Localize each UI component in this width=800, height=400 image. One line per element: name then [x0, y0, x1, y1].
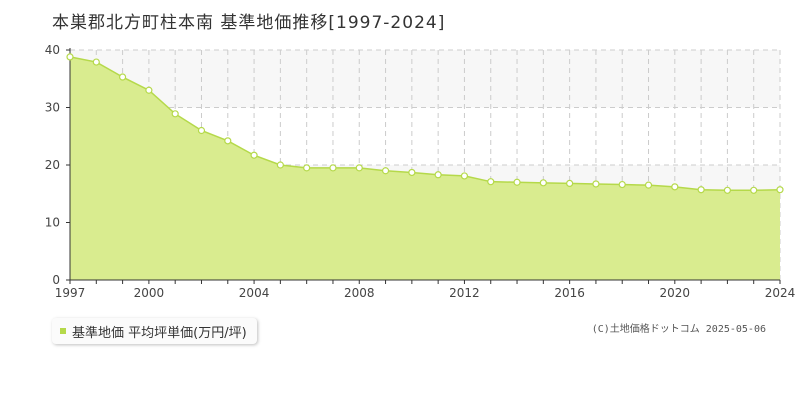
axes: [66, 48, 781, 284]
data-point: [671, 183, 679, 191]
x-tick-label: 2024: [765, 286, 796, 300]
data-point: [66, 53, 74, 61]
data-points: [66, 53, 784, 194]
x-tick-label: 2004: [239, 286, 270, 300]
data-point: [355, 164, 363, 172]
data-point: [697, 186, 705, 194]
data-point: [592, 180, 600, 188]
band: [70, 50, 780, 108]
data-point: [92, 58, 100, 66]
data-point: [118, 73, 127, 81]
y-tick-label: 20: [45, 158, 60, 172]
x-tick-label: 2008: [344, 286, 375, 300]
y-tick-labels: 0 10 20 30 40: [45, 43, 60, 287]
chart-title: 本巣郡北方町柱本南 基準地価推移[1997-2024]: [52, 13, 446, 33]
data-point: [566, 179, 574, 187]
series-line: [69, 56, 781, 192]
data-point: [250, 151, 258, 159]
x-tick-label: 2012: [449, 286, 480, 300]
data-point: [644, 181, 653, 189]
data-point: [723, 186, 732, 194]
data-point: [487, 178, 495, 186]
area-fill: [70, 56, 780, 281]
y-tick-label: 30: [45, 101, 60, 115]
data-point: [434, 171, 442, 179]
y-tick-label: 0: [52, 273, 60, 287]
price-area: [69, 56, 781, 281]
legend-label: 基準地価 平均坪単価(万円/坪): [72, 325, 247, 341]
data-point: [197, 126, 206, 135]
data-point: [224, 137, 232, 145]
copyright-text: (C)土地価格ドットコム 2025-05-06: [591, 324, 766, 335]
data-point: [171, 110, 179, 118]
data-point: [618, 180, 626, 189]
data-point: [329, 164, 337, 172]
data-point: [381, 167, 390, 175]
y-tick-label: 40: [45, 43, 60, 57]
data-point: [776, 186, 784, 194]
x-tick-label: 2016: [554, 286, 585, 300]
data-point: [408, 168, 416, 177]
data-point: [460, 172, 469, 180]
legend: 基準地価 平均坪単価(万円/坪): [52, 318, 257, 344]
x-tick-label: 2000: [134, 286, 165, 300]
data-point: [750, 186, 758, 194]
data-point: [539, 179, 547, 187]
data-point: [303, 164, 311, 172]
data-point: [513, 178, 521, 186]
x-tick-label: 1997: [55, 286, 86, 300]
x-tick-label: 2020: [660, 286, 691, 300]
data-point: [145, 86, 153, 94]
data-point: [276, 161, 284, 169]
x-tick-labels: 1997 2000 2004 2008 2012 2016 2020 2024: [55, 286, 796, 300]
legend-swatch: [60, 328, 66, 334]
y-tick-label: 10: [45, 216, 60, 230]
